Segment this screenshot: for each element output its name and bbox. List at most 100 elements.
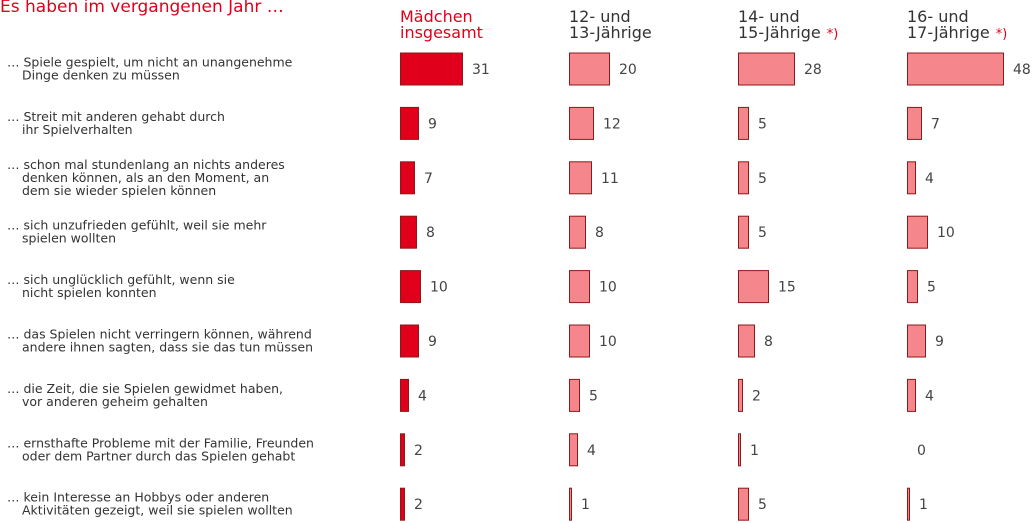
category-label: ihr Spielverhalten bbox=[22, 122, 133, 137]
bar bbox=[907, 378, 916, 412]
bar bbox=[400, 161, 415, 195]
bar bbox=[569, 487, 572, 521]
bar bbox=[400, 52, 463, 86]
series-header: 13-Jährige bbox=[569, 23, 652, 42]
category-label: dem sie wieder spielen können bbox=[22, 183, 216, 198]
bar bbox=[738, 215, 749, 249]
bar bbox=[400, 324, 419, 358]
series-header: 16- und bbox=[907, 7, 969, 26]
bar bbox=[569, 215, 586, 249]
value-label: 20 bbox=[619, 62, 637, 78]
value-label: 1 bbox=[919, 497, 928, 513]
value-label: 4 bbox=[925, 171, 934, 187]
category-label: … die Zeit, die sie Spielen gewidmet hab… bbox=[7, 381, 283, 396]
value-label: 9 bbox=[428, 116, 437, 132]
category-label: Dinge denken zu müssen bbox=[22, 68, 180, 83]
category-label: denken können, als an den Moment, an bbox=[22, 170, 269, 185]
bar bbox=[907, 487, 910, 521]
bar bbox=[907, 161, 916, 195]
value-label: 4 bbox=[925, 388, 934, 404]
bar bbox=[738, 487, 749, 521]
series-header: 12- und bbox=[569, 7, 631, 26]
bar bbox=[738, 270, 769, 304]
value-label: 9 bbox=[428, 334, 437, 350]
bar bbox=[569, 324, 590, 358]
bar bbox=[738, 52, 795, 86]
value-label: 10 bbox=[599, 334, 617, 350]
value-label: 11 bbox=[601, 171, 619, 187]
bar bbox=[907, 52, 1004, 86]
value-label: 48 bbox=[1013, 62, 1031, 78]
bar bbox=[738, 324, 755, 358]
category-label: … sich unglücklich gefühlt, wenn sie bbox=[7, 272, 235, 287]
value-label: 2 bbox=[414, 443, 423, 459]
category-label: … Streit mit anderen gehabt durch bbox=[7, 109, 225, 124]
bar bbox=[738, 161, 749, 195]
value-label: 8 bbox=[764, 334, 773, 350]
bar bbox=[907, 106, 922, 140]
series-header: 14- und bbox=[738, 7, 800, 26]
value-label: 5 bbox=[758, 225, 767, 241]
value-label: 10 bbox=[937, 225, 955, 241]
value-label: 5 bbox=[927, 280, 936, 296]
chart-title: Es haben im vergangenen Jahr … bbox=[0, 0, 284, 17]
category-label: spielen wollten bbox=[22, 231, 116, 246]
category-label: nicht spielen konnten bbox=[22, 285, 157, 300]
bar bbox=[569, 52, 610, 86]
value-label: 15 bbox=[778, 280, 796, 296]
category-label: Aktivitäten gezeigt, weil sie spielen wo… bbox=[22, 503, 293, 518]
value-label: 4 bbox=[587, 443, 596, 459]
bar bbox=[400, 215, 417, 249]
value-label: 1 bbox=[750, 443, 759, 459]
bar bbox=[738, 433, 741, 467]
value-label: 12 bbox=[603, 116, 621, 132]
bar bbox=[569, 161, 592, 195]
series-header: insgesamt bbox=[400, 23, 483, 42]
value-label: 2 bbox=[752, 388, 761, 404]
bar bbox=[738, 378, 743, 412]
value-label: 8 bbox=[595, 225, 604, 241]
bar bbox=[400, 487, 405, 521]
value-label: 28 bbox=[804, 62, 822, 78]
category-label: … Spiele gespielt, um nicht an unangeneh… bbox=[7, 55, 293, 70]
category-label: vor anderen geheim gehalten bbox=[22, 394, 208, 409]
category-label: … das Spielen nicht verringern können, w… bbox=[7, 327, 312, 342]
value-label: 8 bbox=[426, 225, 435, 241]
bar bbox=[907, 215, 928, 249]
value-label: 5 bbox=[589, 388, 598, 404]
value-label: 2 bbox=[414, 497, 423, 513]
bar bbox=[738, 106, 749, 140]
value-label: 10 bbox=[430, 280, 448, 296]
bar bbox=[400, 378, 409, 412]
footnote-mark: *) bbox=[827, 27, 839, 42]
category-label: oder dem Partner durch das Spielen gehab… bbox=[22, 448, 295, 463]
bar bbox=[569, 378, 580, 412]
value-label: 4 bbox=[418, 388, 427, 404]
bar bbox=[400, 270, 421, 304]
bar bbox=[569, 270, 590, 304]
series-header: Mädchen bbox=[400, 7, 473, 26]
value-label: 7 bbox=[424, 171, 433, 187]
value-label: 1 bbox=[581, 497, 590, 513]
category-label: … ernsthafte Probleme mit der Familie, F… bbox=[7, 435, 314, 450]
value-label: 9 bbox=[935, 334, 944, 350]
footnote-mark: *) bbox=[996, 27, 1008, 42]
bar bbox=[400, 433, 405, 467]
value-label: 10 bbox=[599, 280, 617, 296]
bar bbox=[907, 324, 926, 358]
value-label: 5 bbox=[758, 116, 767, 132]
value-label: 7 bbox=[931, 116, 940, 132]
bar bbox=[569, 106, 594, 140]
bar bbox=[569, 433, 578, 467]
series-header: 15-Jährige bbox=[738, 23, 821, 42]
bar bbox=[907, 270, 918, 304]
category-label: … sich unzufrieden gefühlt, weil sie meh… bbox=[7, 218, 267, 233]
value-label: 5 bbox=[758, 171, 767, 187]
value-label: 5 bbox=[758, 497, 767, 513]
category-label: … kein Interesse an Hobbys oder anderen bbox=[7, 490, 269, 505]
category-label: … schon mal stundenlang an nichts andere… bbox=[7, 157, 285, 172]
value-label: 31 bbox=[472, 62, 490, 78]
bar bbox=[400, 106, 419, 140]
category-label: andere ihnen sagten, dass sie das tun mü… bbox=[22, 340, 313, 355]
